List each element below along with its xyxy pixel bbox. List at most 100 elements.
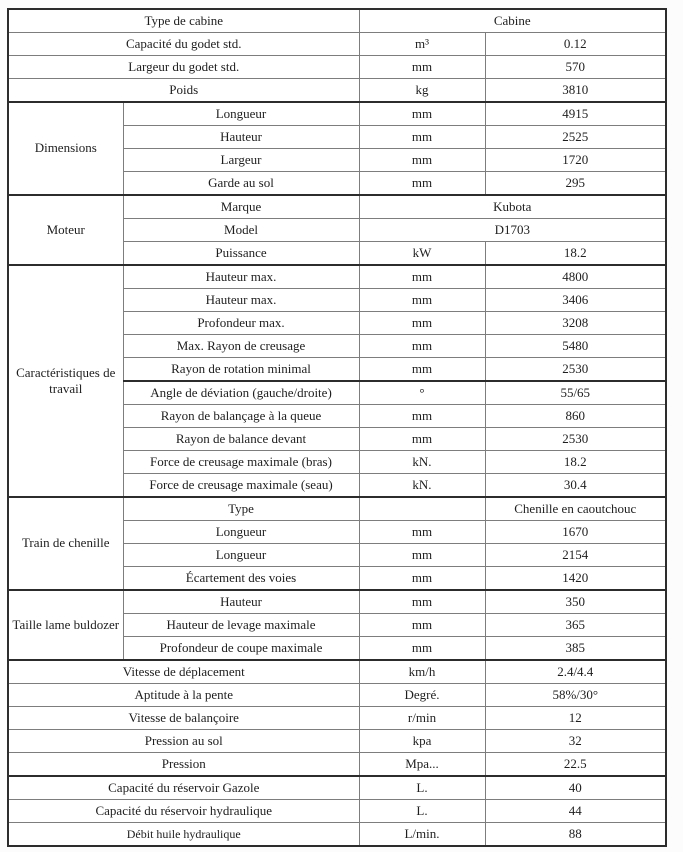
table-row: Aptitude à la pente Degré. 58%/30°	[7, 683, 667, 707]
table-row: Capacité du réservoir hydraulique L. 44	[7, 799, 667, 823]
table-row: Écartement des voies mm 1420	[8, 566, 667, 591]
spec-label-cell: Vitesse de déplacement	[7, 659, 360, 684]
spec-value-cell: 3208	[484, 311, 667, 335]
spec-value-cell: 88	[484, 822, 667, 847]
spec-value-cell: 570	[484, 55, 667, 79]
spec-unit-cell: mm	[358, 311, 486, 335]
spec-unit-cell: kW	[358, 241, 486, 266]
spec-unit-cell: m³	[358, 32, 486, 56]
spec-value-cell: 1420	[484, 566, 667, 591]
spec-label-cell: Hauteur max.	[122, 288, 360, 312]
spec-label-cell: Écartement des voies	[122, 566, 360, 591]
spec-label-cell: Profondeur max.	[122, 311, 360, 335]
spec-unit-cell: kg	[358, 78, 486, 103]
spec-value-cell: Chenille en caoutchouc	[484, 496, 667, 521]
table-row: Force de creusage maximale (bras) kN. 18…	[8, 450, 667, 474]
table-row: Rayon de rotation minimal mm 2530	[8, 357, 667, 382]
spec-label-cell: Capacité du réservoir hydraulique	[7, 799, 360, 823]
table-row: Hauteur max. mm 3406	[8, 288, 667, 312]
spec-value-cell: 2.4/4.4	[484, 659, 667, 684]
table-row: Type de cabine Cabine	[7, 8, 667, 33]
spec-label-cell: Largeur du godet std.	[7, 55, 360, 79]
spec-value-cell: 365	[484, 613, 667, 637]
table-row: Dimensions Longueur mm 4915	[7, 101, 667, 196]
spec-value-cell: 4915	[484, 101, 667, 126]
table-row: Poids kg 3810	[7, 78, 667, 103]
spec-value-cell: 1720	[484, 148, 667, 172]
spec-label-cell: Capacité du godet std.	[7, 32, 360, 56]
spec-unit-cell: kpa	[358, 729, 486, 753]
table-row: Vitesse de déplacement km/h 2.4/4.4	[7, 659, 667, 684]
spec-value-cell: 18.2	[484, 241, 667, 266]
spec-value-cell: 12	[484, 706, 667, 730]
spec-value-cell: 55/65	[484, 380, 667, 405]
spec-unit-cell: L.	[358, 799, 486, 823]
spec-group-cell-moteur: Moteur	[7, 194, 124, 266]
spec-value-cell: 1670	[484, 520, 667, 544]
excavator-spec-table: Type de cabine Cabine Capacité du godet …	[7, 8, 668, 847]
spec-value-cell: 2530	[484, 427, 667, 451]
spec-unit-cell: kN.	[358, 450, 486, 474]
spec-value-cell: 32	[484, 729, 667, 753]
table-row: Rayon de balançage à la queue mm 860	[8, 404, 667, 428]
spec-label-cell: Hauteur	[122, 125, 360, 149]
spec-unit-cell: mm	[358, 589, 486, 614]
spec-unit-cell: mm	[358, 543, 486, 567]
spec-value-cell: D1703	[358, 218, 667, 242]
spec-value-cell: 30.4	[484, 473, 667, 498]
spec-label-cell: Max. Rayon de creusage	[122, 334, 360, 358]
spec-label-cell: Hauteur de levage maximale	[122, 613, 360, 637]
spec-label-cell: Rayon de balançage à la queue	[122, 404, 360, 428]
spec-value-cell: 2530	[484, 357, 667, 382]
spec-unit-cell: mm	[358, 334, 486, 358]
spec-unit-cell: mm	[358, 613, 486, 637]
table-row: Longueur mm 2154	[8, 543, 667, 567]
spec-value-cell: 350	[484, 589, 667, 614]
table-row: Capacité du godet std. m³ 0.12	[7, 32, 667, 56]
spec-value-cell: 2154	[484, 543, 667, 567]
table-row: Hauteur mm 2525	[8, 125, 667, 149]
table-row: Pression au sol kpa 32	[7, 729, 667, 753]
spec-unit-cell: Mpa...	[358, 752, 486, 777]
table-row: Capacité du réservoir Gazole L. 40	[7, 775, 667, 800]
spec-unit-cell: mm	[358, 171, 486, 196]
spec-label-cell: Model	[122, 218, 360, 242]
table-row: Garde au sol mm 295	[8, 171, 667, 196]
spec-group-cell-caracteristiques: Caractéristiques de travail	[7, 264, 124, 498]
spec-unit-cell: °	[358, 380, 486, 405]
table-row: Moteur Marque Kubota	[7, 194, 667, 266]
spec-label-cell: Pression au sol	[7, 729, 360, 753]
spec-group-cell-train-de-chenille: Train de chenille	[7, 496, 124, 591]
spec-label-cell: Longueur	[122, 543, 360, 567]
table-row: Pression Mpa... 22.5	[7, 752, 667, 777]
spec-unit-cell: mm	[358, 357, 486, 382]
spec-unit-cell: mm	[358, 566, 486, 591]
table-row: Hauteur de levage maximale mm 365	[8, 613, 667, 637]
spec-unit-cell: mm	[358, 125, 486, 149]
table-row: Débit huile hydraulique L/min. 88	[7, 822, 667, 847]
spec-value-cell: 2525	[484, 125, 667, 149]
spec-label-cell: Rayon de rotation minimal	[122, 357, 360, 382]
spec-label-cell: Capacité du réservoir Gazole	[7, 775, 360, 800]
spec-value-cell: Kubota	[358, 194, 667, 219]
spec-value-cell: 385	[484, 636, 667, 661]
spec-label-cell: Aptitude à la pente	[7, 683, 360, 707]
table-row: Max. Rayon de creusage mm 5480	[8, 334, 667, 358]
table-row: Largeur mm 1720	[8, 148, 667, 172]
spec-label-cell: Poids	[7, 78, 360, 103]
table-row: Profondeur de coupe maximale mm 385	[8, 636, 667, 661]
table-row: Puissance kW 18.2	[8, 241, 667, 266]
table-row: Angle de déviation (gauche/droite) ° 55/…	[8, 380, 667, 405]
spec-unit-cell: r/min	[358, 706, 486, 730]
table-row: Force de creusage maximale (seau) kN. 30…	[8, 473, 667, 498]
spec-value-cell: 58%/30°	[484, 683, 667, 707]
spec-label-cell: Débit huile hydraulique	[7, 822, 360, 847]
spec-unit-cell: mm	[358, 520, 486, 544]
spec-unit-cell: mm	[358, 264, 486, 289]
spec-value-cell: 295	[484, 171, 667, 196]
spec-label-cell: Rayon de balance devant	[122, 427, 360, 451]
spec-unit-cell	[358, 496, 486, 521]
spec-unit-cell: mm	[358, 404, 486, 428]
spec-unit-cell: km/h	[358, 659, 486, 684]
